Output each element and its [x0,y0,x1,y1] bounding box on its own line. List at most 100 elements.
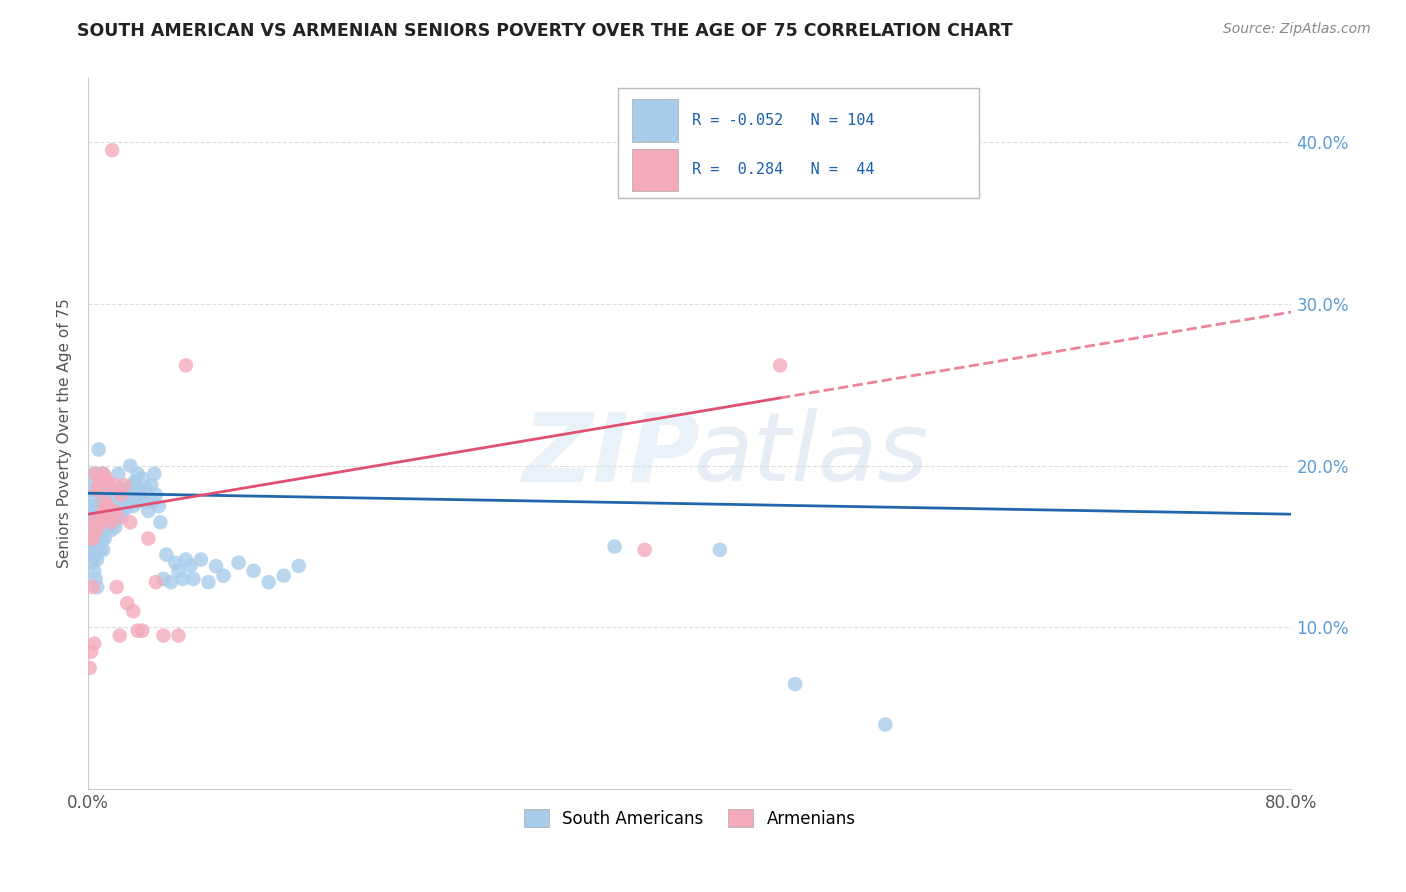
Point [98,507,121,521]
Point [114,488,136,502]
Point [112,504,135,518]
Point [111,494,134,508]
Point [145,575,167,590]
Bar [633,149,678,191]
Bar [633,99,678,142]
Point [101,143,124,157]
Point [136,504,159,518]
Point [97,516,120,530]
Point [90,510,112,524]
Point [86,483,108,497]
Point [135,483,157,497]
Point [93,532,115,546]
Point [90,532,112,546]
Point [87,532,110,546]
Point [87,442,110,457]
Point [112,478,135,492]
Point [80,499,103,513]
Point [155,548,177,562]
Point [205,559,228,574]
Point [152,628,174,642]
Point [83,516,105,530]
Point [172,572,194,586]
Point [93,494,115,508]
Point [87,499,110,513]
Point [83,542,105,557]
Point [122,499,145,513]
Point [83,504,105,518]
Point [136,532,159,546]
Point [101,504,124,518]
Point [86,516,108,530]
Point [145,488,167,502]
Point [97,499,120,513]
Point [125,488,148,502]
Point [212,568,235,582]
Point [96,520,118,534]
Text: ZIP: ZIP [523,409,700,501]
Point [84,548,107,562]
Point [108,494,131,508]
Point [86,580,108,594]
Point [167,564,190,578]
Point [91,504,114,518]
Point [80,532,103,546]
Point [785,677,807,691]
Point [83,637,105,651]
Point [84,526,107,541]
Point [197,575,219,590]
Point [129,494,152,508]
Legend: South Americans, Armenians: South Americans, Armenians [517,803,862,834]
Point [124,475,146,489]
Point [143,467,166,481]
Point [91,467,114,481]
Point [148,499,170,513]
Point [104,488,127,502]
Point [120,458,142,473]
Point [91,510,114,524]
Point [242,564,264,578]
Point [104,478,127,492]
Point [82,507,104,521]
Point [142,494,165,508]
Point [190,552,212,566]
Y-axis label: Seniors Poverty Over the Age of 75: Seniors Poverty Over the Age of 75 [58,299,72,568]
Point [120,494,142,508]
Point [83,467,105,481]
Point [134,494,156,508]
Point [100,516,122,530]
Point [128,483,150,497]
Point [79,507,101,521]
Point [875,717,897,731]
Point [93,494,115,508]
Point [79,661,101,675]
Point [103,504,125,518]
Point [100,483,122,497]
Point [80,516,103,530]
Point [107,510,129,524]
Point [96,472,118,486]
Point [108,628,131,642]
Text: R =  0.284   N =  44: R = 0.284 N = 44 [692,162,875,178]
Point [82,556,104,570]
Point [287,559,309,574]
Point [97,475,120,489]
Point [84,524,107,538]
Point [86,552,108,566]
Point [84,475,107,489]
Point [228,556,250,570]
Point [110,483,132,497]
Point [82,524,104,538]
Point [91,467,114,481]
Point [141,478,163,492]
Point [87,478,110,492]
Point [89,510,111,524]
Point [79,524,101,538]
Point [80,548,103,562]
Point [91,542,114,557]
Point [107,467,129,481]
Point [82,532,104,546]
Point [117,499,139,513]
Point [79,540,101,554]
Point [96,483,118,497]
